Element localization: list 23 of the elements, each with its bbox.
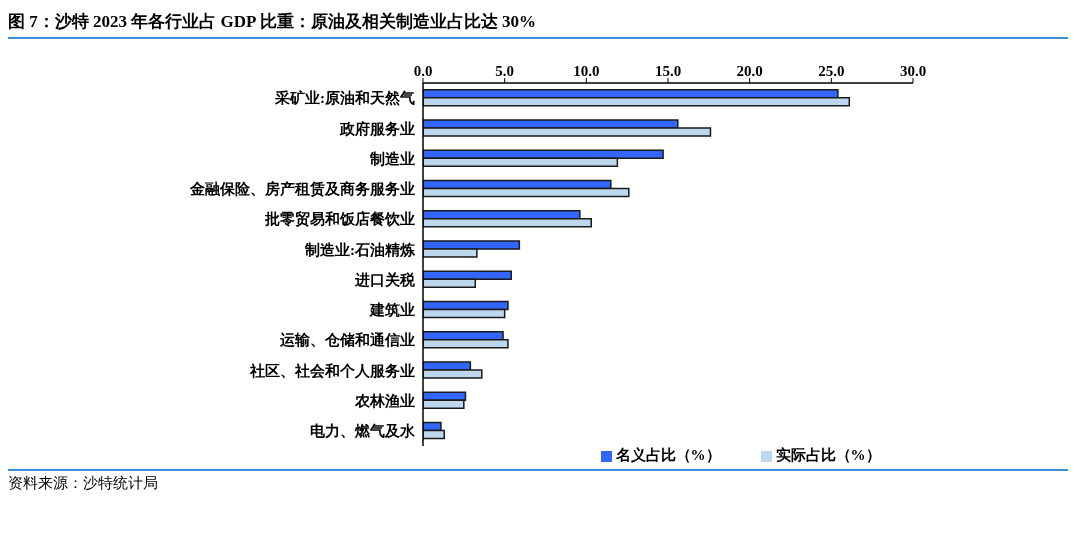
x-tick-label: 30.0 bbox=[899, 63, 927, 79]
y-tick-label: 电力、燃气及水 bbox=[310, 423, 416, 440]
x-tick-label: 25.0 bbox=[818, 63, 845, 79]
x-tick-label: 0.0 bbox=[413, 63, 433, 79]
x-tick-label: 15.0 bbox=[654, 63, 682, 79]
text: 资料来源：沙特统计局 bbox=[8, 474, 159, 493]
y-tick-label: 农林渔业 bbox=[354, 392, 415, 409]
x-tick-label: 20.0 bbox=[736, 63, 763, 79]
y-tick-label: 建筑业 bbox=[369, 302, 415, 319]
legend-label: 名义占比（%） bbox=[615, 447, 721, 463]
y-tick-label: 社区、社会和个人服务业 bbox=[249, 362, 415, 379]
y-tick-label: 政府服务业 bbox=[339, 119, 415, 137]
y-tick-label: 运输、仓储和通信业 bbox=[279, 332, 415, 349]
x-tick-label: 10.0 bbox=[573, 63, 600, 79]
x-tick-label: 5.0 bbox=[495, 63, 515, 79]
text: 图 7：沙特 2023 年各行业占 GDP 比重：原油及相关制造业占比达 30% bbox=[8, 8, 1068, 39]
y-tick-label: 金融保险、房产租赁及商务服务业 bbox=[189, 180, 415, 198]
y-tick-label: 采矿业:原油和天然气 bbox=[274, 89, 415, 107]
y-tick-label: 制造业 bbox=[369, 150, 415, 167]
y-tick-label: 制造业:石油精炼 bbox=[304, 241, 416, 258]
legend-label: 实际占比（%） bbox=[775, 447, 881, 463]
y-tick-label: 进口关税 bbox=[354, 271, 416, 288]
y-tick-label: 批零贸易和饭店餐饮业 bbox=[264, 210, 415, 228]
